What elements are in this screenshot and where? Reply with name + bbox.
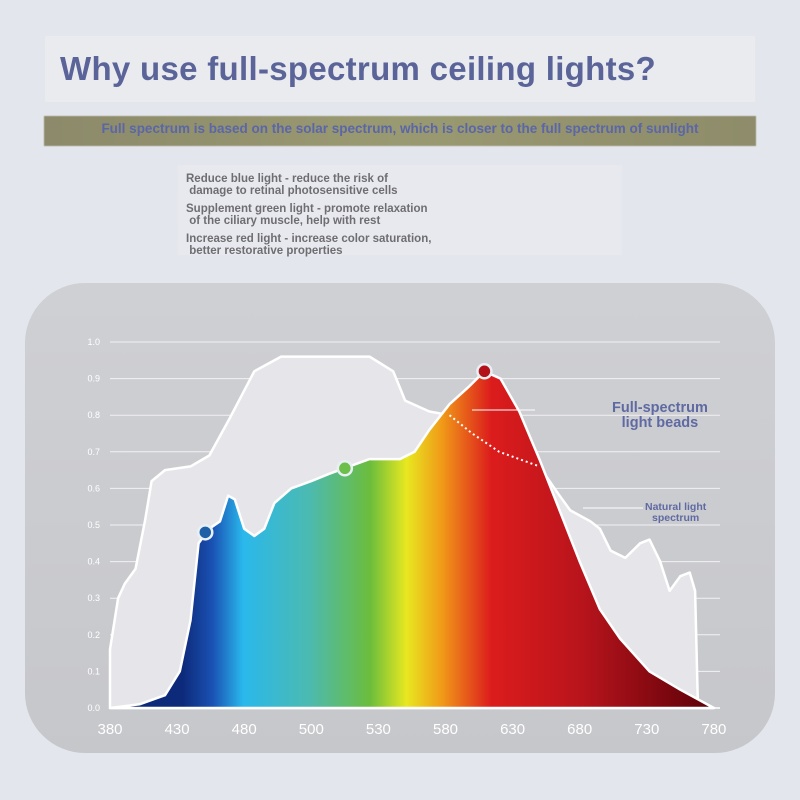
- legend-beads: Full-spectrum light beads: [612, 400, 708, 431]
- x-tick-label: 630: [500, 721, 525, 738]
- x-tick-label: 380: [97, 721, 122, 738]
- natural-light-dotted-continuation: [448, 414, 540, 468]
- y-tick-label: 0.4: [87, 557, 100, 567]
- x-tick-label: 500: [299, 721, 324, 738]
- subtitle: Full spectrum is based on the solar spec…: [101, 121, 699, 136]
- legend-natural: Natural light spectrum: [645, 501, 707, 524]
- x-tick-label: 530: [366, 721, 391, 738]
- benefit-green: Supplement green light - promote relaxat…: [186, 203, 428, 227]
- x-tick-label: 430: [165, 721, 190, 738]
- spectrum-marker: [336, 460, 354, 477]
- subtitle-banner: [44, 116, 756, 146]
- x-tick-label: 480: [232, 721, 257, 738]
- y-tick-label: 0.5: [87, 520, 100, 530]
- title-banner: [45, 36, 755, 102]
- y-tick-label: 0.8: [87, 410, 100, 420]
- x-tick-label: 730: [634, 721, 659, 738]
- spectrum-marker: [476, 363, 493, 380]
- y-tick-label: 0.6: [87, 483, 100, 493]
- spectrum-marker: [197, 524, 214, 541]
- x-tick-label: 680: [567, 721, 592, 738]
- y-tick-label: 0.3: [87, 593, 100, 603]
- x-tick-label: 780: [701, 721, 726, 738]
- y-tick-label: 0.1: [87, 666, 100, 676]
- x-tick-label: 580: [433, 721, 458, 738]
- benefits-box: [178, 165, 622, 255]
- benefit-red: Increase red light - increase color satu…: [186, 233, 432, 257]
- y-tick-label: 0.0: [87, 703, 100, 713]
- y-tick-label: 0.7: [87, 447, 100, 457]
- benefit-blue: Reduce blue light - reduce the risk of d…: [186, 173, 398, 197]
- y-tick-label: 1.0: [87, 337, 100, 347]
- y-tick-label: 0.9: [87, 374, 100, 384]
- y-tick-label: 0.2: [87, 630, 100, 640]
- page-title: Why use full-spectrum ceiling lights?: [60, 50, 656, 87]
